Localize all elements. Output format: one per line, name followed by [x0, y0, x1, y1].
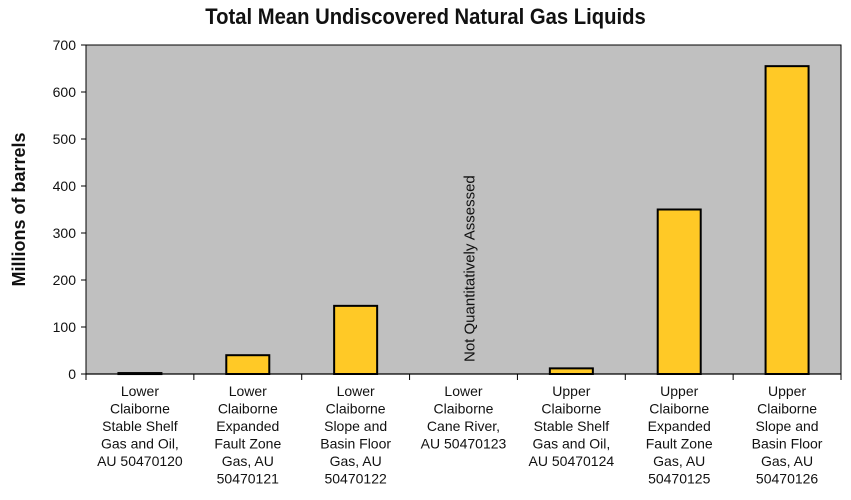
category-label-line: Stable Shelf — [534, 418, 610, 434]
category-label-line: AU 50470124 — [529, 453, 615, 469]
category-label-line: AU 50470123 — [421, 436, 507, 452]
category-label-line: Lower — [229, 383, 267, 399]
category-label-line: Lower — [444, 383, 482, 399]
category-label-line: Gas, AU — [222, 453, 274, 469]
plot-area — [85, 44, 842, 375]
category-label-line: Basin Floor — [320, 436, 391, 452]
category-label: Upper Claiborne Expanded Fault Zone Gas, AU 5… — [646, 383, 713, 487]
bar — [333, 304, 379, 376]
category-label-line: Basin Floor — [752, 436, 823, 452]
y-axis-label: Millions of barrels — [9, 132, 29, 286]
category-label-line: 50470125 — [648, 471, 711, 487]
category-label-line: Expanded — [648, 418, 711, 434]
category-label-line: Claiborne — [541, 401, 601, 417]
category-label-line: 50470121 — [217, 471, 280, 487]
category-label-line: Fault Zone — [214, 436, 281, 452]
category-label-line: Stable Shelf — [102, 418, 178, 434]
category-label-line: Gas and Oil, — [101, 436, 179, 452]
y-tick-label: 300 — [53, 225, 77, 241]
category-label: Upper Claiborne Stable Shelf Gas and Oil, AU… — [529, 383, 615, 469]
category-label-line: Expanded — [216, 418, 279, 434]
y-tick-label: 400 — [53, 178, 77, 194]
category-label-line: 50470122 — [324, 471, 387, 487]
category-label-line: Cane River, — [427, 418, 500, 434]
y-tick-label: 700 — [53, 37, 77, 53]
category-label-line: Claiborne — [649, 401, 709, 417]
bar — [225, 354, 271, 376]
category-label-line: Fault Zone — [646, 436, 713, 452]
category-label-line: Claiborne — [218, 401, 278, 417]
bar — [764, 65, 810, 376]
category-label-line: Gas and Oil, — [532, 436, 610, 452]
y-tick-label: 200 — [53, 272, 77, 288]
y-tick-label: 500 — [53, 131, 77, 147]
bar — [548, 367, 594, 375]
category-label-line: 50470126 — [756, 471, 819, 487]
y-tick-label: 600 — [53, 84, 77, 100]
category-label-line: Claiborne — [326, 401, 386, 417]
category-label: Upper Claiborne Slope and Basin Floor Gas, A… — [752, 383, 823, 487]
category-label-line: Claiborne — [757, 401, 817, 417]
category-label-line: Upper — [552, 383, 590, 399]
category-label-line: Lower — [337, 383, 375, 399]
category-label-line: Upper — [768, 383, 806, 399]
category-label-line: Slope and — [756, 418, 819, 434]
category-label-line: Upper — [660, 383, 698, 399]
category-label-line: Gas, AU — [761, 453, 813, 469]
y-tick-label: 100 — [53, 319, 77, 335]
bar-annotation: Not Quantitatively Assessed — [462, 175, 479, 362]
category-label-line: Claiborne — [434, 401, 494, 417]
category-label: Lower Claiborne Slope and Basin Floor Gas, A… — [320, 383, 391, 487]
category-label: Lower Claiborne Stable Shelf Gas and Oil, AU… — [97, 383, 183, 469]
category-label-line: Claiborne — [110, 401, 170, 417]
category-label-line: AU 50470120 — [97, 453, 183, 469]
category-label-line: Slope and — [324, 418, 387, 434]
category-label-line: Lower — [121, 383, 159, 399]
bar — [117, 372, 163, 376]
y-tick-label: 0 — [68, 366, 76, 382]
bar — [656, 208, 702, 375]
category-label-line: Gas, AU — [653, 453, 705, 469]
category-label: Lower Claiborne Expanded Fault Zone Gas, AU 5… — [214, 383, 281, 487]
category-label-line: Gas, AU — [330, 453, 382, 469]
category-label: Lower Claiborne Cane River, AU 50470123 — [421, 383, 507, 452]
chart-title: Total Mean Undiscovered Natural Gas Liqu… — [205, 4, 646, 29]
